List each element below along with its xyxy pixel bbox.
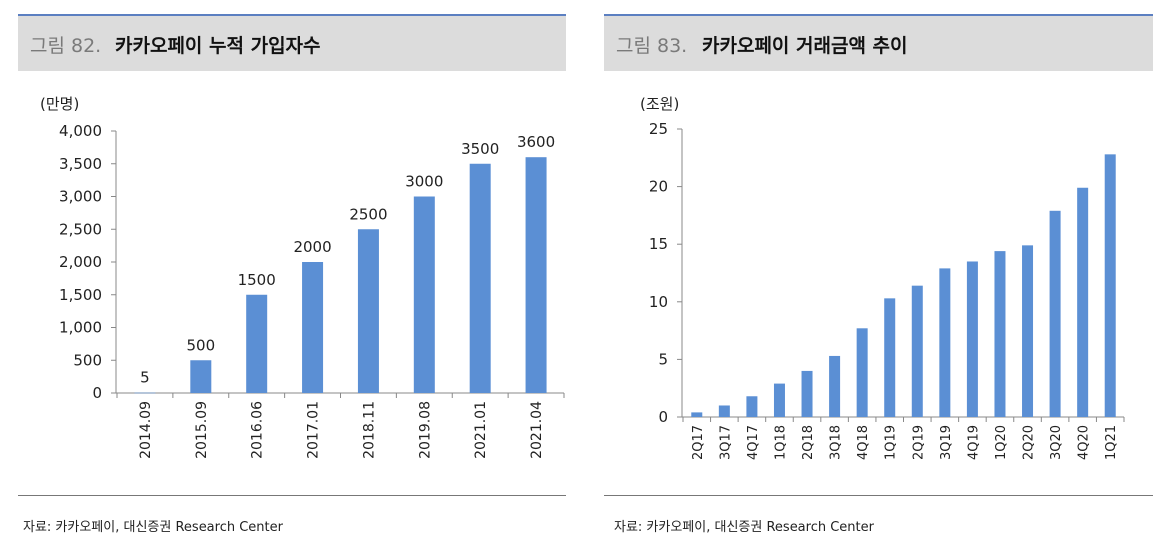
x-category-label: 2021.04 (529, 401, 545, 459)
y-tick-label: 1,000 (59, 319, 102, 337)
y-tick-label: 20 (649, 178, 668, 196)
y-axis-unit-label: (만명) (40, 95, 79, 113)
x-category-label: 2Q17 (691, 425, 706, 460)
x-category-label: 2019.08 (417, 401, 433, 459)
footer-divider (604, 495, 1153, 496)
figure-82-source: 자료: 카카오페이, 대신증권 Research Center (23, 520, 283, 535)
bar-data-label: 5 (140, 369, 150, 387)
figure-83-label: 그림 83. (616, 35, 688, 57)
y-tick-label: 10 (649, 293, 668, 311)
y-tick-label: 5 (658, 350, 668, 368)
bar (939, 268, 951, 417)
x-category-label: 2Q18 (801, 425, 816, 460)
figure-83-panel: 그림 83. 카카오페이 거래금액 추이 (조원) 0 5 10 15 20 25 2Q17 3… (604, 14, 1153, 535)
y-tick-label: 15 (649, 235, 668, 253)
y-tick-label: 2,000 (59, 253, 102, 271)
bar (1049, 210, 1061, 417)
figure-82-label: 그림 82. (30, 35, 102, 57)
bar (856, 328, 868, 417)
x-category-label: 4Q20 (1077, 425, 1092, 460)
x-category-label: 1Q19 (884, 425, 899, 460)
bar (190, 360, 212, 393)
x-category-label: 4Q19 (966, 425, 981, 460)
x-category-label: 1Q18 (773, 425, 788, 460)
bar-data-label: 3500 (461, 140, 499, 158)
x-category-label: 3Q17 (718, 425, 733, 460)
x-category-label: 4Q17 (746, 425, 761, 460)
bar-data-label: 2000 (293, 238, 331, 256)
footer-divider (18, 495, 566, 496)
y-tick-label: 0 (658, 408, 668, 426)
bar (884, 298, 896, 417)
y-tick-label: 25 (649, 120, 668, 138)
x-category-label: 2Q20 (1022, 425, 1037, 460)
x-category-label: 3Q19 (939, 425, 954, 460)
figure-83-title: 카카오페이 거래금액 추이 (702, 35, 908, 57)
bar (1022, 245, 1034, 417)
bar (718, 405, 730, 417)
figure-82-header: 그림 82. 카카오페이 누적 가입자수 (18, 14, 566, 71)
bar-data-label: 2500 (349, 205, 387, 223)
bar-data-label: 1500 (238, 271, 276, 289)
x-category-label: 1Q21 (1104, 425, 1119, 460)
figure-83-header: 그림 83. 카카오페이 거래금액 추이 (604, 14, 1153, 71)
bar (469, 163, 491, 393)
y-tick-label: 3,500 (59, 155, 102, 173)
bar (691, 412, 703, 417)
bar (829, 355, 841, 417)
y-tick-label: 500 (73, 351, 102, 369)
bar (994, 251, 1006, 417)
bar-data-label: 500 (186, 336, 215, 354)
x-category-label: 2018.11 (361, 401, 377, 459)
y-tick-label: 2,500 (59, 220, 102, 238)
bar (302, 262, 324, 393)
x-category-label: 2Q19 (911, 425, 926, 460)
y-tick-label: 1,500 (59, 286, 102, 304)
x-category-label: 2017.01 (306, 401, 322, 459)
y-axis-unit-label: (조원) (640, 95, 679, 113)
x-category-label: 3Q18 (829, 425, 844, 460)
bar (801, 370, 813, 417)
bar (1077, 187, 1089, 417)
bar (246, 294, 268, 393)
y-tick-label: 0 (92, 384, 102, 402)
bar (525, 157, 547, 393)
bar (357, 229, 379, 393)
x-category-label: 3Q20 (1049, 425, 1064, 460)
bar (966, 261, 978, 417)
x-category-label: 2021.01 (473, 401, 489, 459)
bar (134, 392, 156, 394)
bar-data-label: 3000 (405, 173, 443, 191)
figure-82-title: 카카오페이 누적 가입자수 (115, 35, 321, 57)
bar-data-label: 3600 (517, 133, 555, 151)
bar (773, 383, 785, 417)
bar (746, 396, 758, 417)
y-tick-label: 3,000 (59, 188, 102, 206)
x-category-label: 2016.06 (250, 401, 266, 459)
bar (1104, 154, 1116, 417)
subscribers-bar-chart: (만명) 0 500 1,000 1,500 2,000 2,500 3,000 3,500 4,… (40, 95, 565, 459)
x-category-label: 2014.09 (138, 401, 154, 459)
bar (413, 196, 435, 393)
figure-82-panel: 그림 82. 카카오페이 누적 가입자수 (만명) 0 500 1,000 1,500 2… (18, 14, 566, 535)
x-category-label: 4Q18 (856, 425, 871, 460)
x-category-label: 2015.09 (194, 401, 210, 459)
y-tick-label: 4,000 (59, 122, 102, 140)
bar (911, 285, 923, 417)
x-category-label: 1Q20 (994, 425, 1009, 460)
figure-83-source: 자료: 카카오페이, 대신증권 Research Center (614, 520, 874, 535)
transaction-volume-bar-chart: (조원) 0 5 10 15 20 25 2Q17 3Q17 4Q17 1Q18 2Q18 3Q18 4Q… (640, 95, 1125, 460)
